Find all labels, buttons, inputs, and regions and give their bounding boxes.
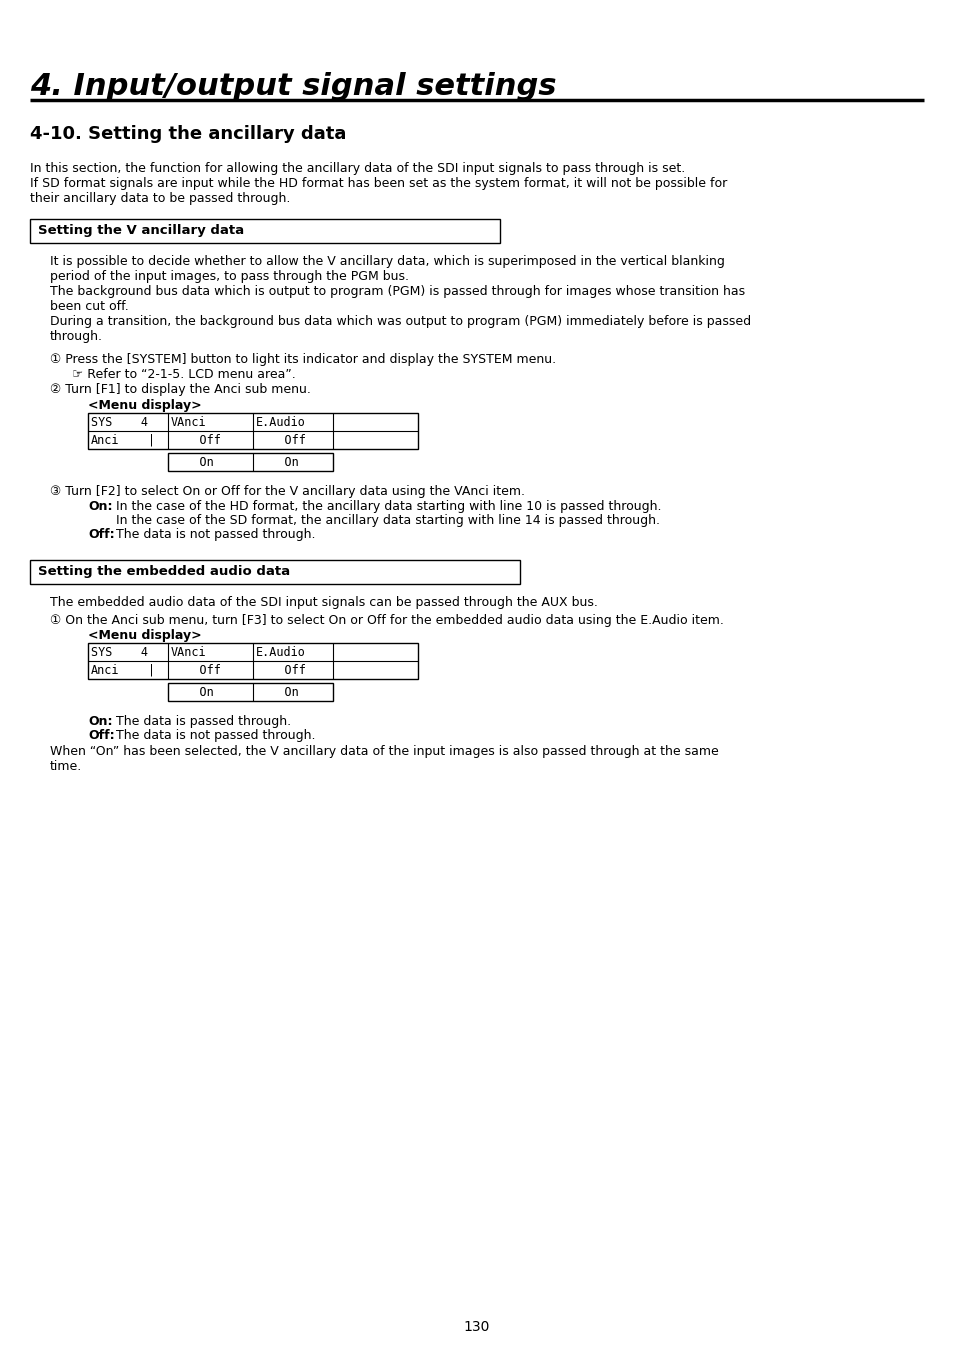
Text: period of the input images, to pass through the PGM bus.: period of the input images, to pass thro… <box>50 270 409 283</box>
Text: been cut off.: been cut off. <box>50 301 129 313</box>
Text: time.: time. <box>50 760 82 772</box>
Text: On: On <box>171 456 213 469</box>
Bar <box>168 453 333 470</box>
Text: If SD format signals are input while the HD format has been set as the system fo: If SD format signals are input while the… <box>30 177 726 190</box>
Text: On: On <box>255 686 298 700</box>
Text: |: | <box>91 434 155 448</box>
Text: <Menu display>: <Menu display> <box>88 399 201 412</box>
Text: 4. Input/output signal settings: 4. Input/output signal settings <box>30 71 556 101</box>
Text: The data is not passed through.: The data is not passed through. <box>116 729 315 741</box>
Text: Off: Off <box>171 665 221 677</box>
Text: ② Turn [F1] to display the Anci sub menu.: ② Turn [F1] to display the Anci sub menu… <box>50 383 311 396</box>
Bar <box>88 643 417 679</box>
Text: their ancillary data to be passed through.: their ancillary data to be passed throug… <box>30 191 290 205</box>
Text: On: On <box>255 456 298 469</box>
Text: In the case of the SD format, the ancillary data starting with line 14 is passed: In the case of the SD format, the ancill… <box>116 514 659 527</box>
Text: 130: 130 <box>463 1320 490 1335</box>
Text: Anci: Anci <box>91 434 119 448</box>
Bar <box>30 218 499 243</box>
Text: ① On the Anci sub menu, turn [F3] to select On or Off for the embedded audio dat: ① On the Anci sub menu, turn [F3] to sel… <box>50 613 723 627</box>
Text: ☞ Refer to “2-1-5. LCD menu area”.: ☞ Refer to “2-1-5. LCD menu area”. <box>71 368 295 381</box>
Text: <Menu display>: <Menu display> <box>88 630 201 642</box>
Text: On:: On: <box>88 500 112 514</box>
Text: The embedded audio data of the SDI input signals can be passed through the AUX b: The embedded audio data of the SDI input… <box>50 596 598 609</box>
Text: On:: On: <box>88 714 112 728</box>
Text: E.Audio: E.Audio <box>255 646 306 659</box>
Bar <box>88 412 417 449</box>
Text: The data is not passed through.: The data is not passed through. <box>116 528 315 541</box>
Text: Off:: Off: <box>88 528 114 541</box>
Text: Setting the V ancillary data: Setting the V ancillary data <box>38 224 244 237</box>
Text: The background bus data which is output to program (PGM) is passed through for i: The background bus data which is output … <box>50 284 744 298</box>
Text: During a transition, the background bus data which was output to program (PGM) i: During a transition, the background bus … <box>50 315 750 328</box>
Text: VAnci: VAnci <box>171 417 207 429</box>
Text: Anci: Anci <box>91 665 119 677</box>
Text: E.Audio: E.Audio <box>255 417 306 429</box>
Text: through.: through. <box>50 330 103 342</box>
Bar <box>30 559 519 584</box>
Text: In the case of the HD format, the ancillary data starting with line 10 is passed: In the case of the HD format, the ancill… <box>116 500 660 514</box>
Text: Off:: Off: <box>88 729 114 741</box>
Text: The data is passed through.: The data is passed through. <box>116 714 291 728</box>
Text: On: On <box>171 686 213 700</box>
Bar <box>168 683 333 701</box>
Text: 4-10. Setting the ancillary data: 4-10. Setting the ancillary data <box>30 125 346 143</box>
Text: VAnci: VAnci <box>171 646 207 659</box>
Text: SYS    4: SYS 4 <box>91 646 148 659</box>
Text: Off: Off <box>255 434 306 448</box>
Text: ① Press the [SYSTEM] button to light its indicator and display the SYSTEM menu.: ① Press the [SYSTEM] button to light its… <box>50 353 556 367</box>
Text: SYS    4: SYS 4 <box>91 417 148 429</box>
Text: ③ Turn [F2] to select On or Off for the V ancillary data using the VAnci item.: ③ Turn [F2] to select On or Off for the … <box>50 485 524 497</box>
Text: Off: Off <box>171 434 221 448</box>
Text: When “On” has been selected, the V ancillary data of the input images is also pa: When “On” has been selected, the V ancil… <box>50 745 718 758</box>
Text: In this section, the function for allowing the ancillary data of the SDI input s: In this section, the function for allowi… <box>30 162 684 175</box>
Text: |: | <box>91 665 155 677</box>
Text: Setting the embedded audio data: Setting the embedded audio data <box>38 565 290 578</box>
Text: It is possible to decide whether to allow the V ancillary data, which is superim: It is possible to decide whether to allo… <box>50 255 724 268</box>
Text: Off: Off <box>255 665 306 677</box>
